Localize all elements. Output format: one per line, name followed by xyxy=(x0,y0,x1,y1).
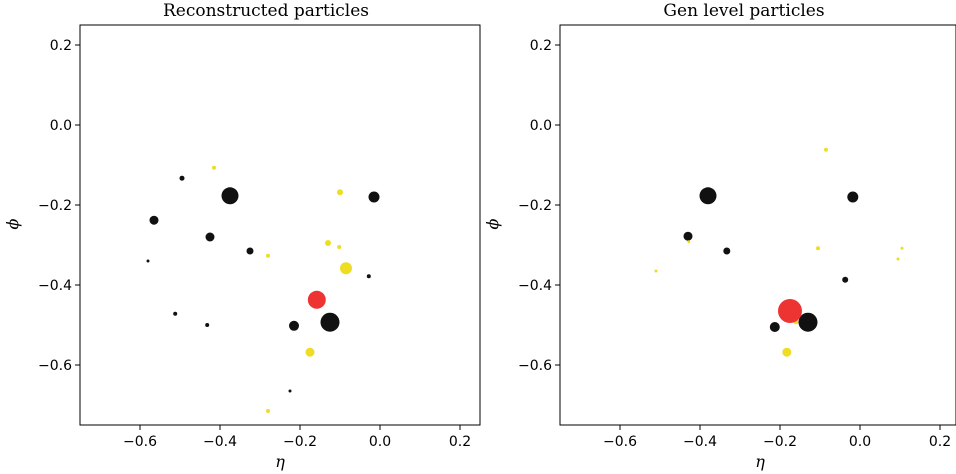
x-tick-label: 0.0 xyxy=(849,434,871,450)
scatter-point xyxy=(337,245,342,249)
scatter-point xyxy=(824,147,828,152)
scatter-point xyxy=(366,274,371,279)
y-tick-label: −0.4 xyxy=(518,278,552,294)
scatter-point xyxy=(179,175,185,181)
scatter-point xyxy=(337,189,343,196)
scatter-point xyxy=(205,323,210,327)
scatter-point xyxy=(847,191,859,203)
scatter-point xyxy=(340,262,352,275)
x-tick-label: −0.6 xyxy=(123,434,157,450)
scatter-point xyxy=(654,269,658,273)
y-tick-label: −0.2 xyxy=(38,198,72,214)
x-tick-label: −0.2 xyxy=(283,434,317,450)
x-tick-label: −0.4 xyxy=(203,434,237,450)
scatter-point xyxy=(778,299,802,323)
y-axis-label: ϕ xyxy=(3,218,22,229)
scatter-point xyxy=(246,247,254,255)
scatter-point xyxy=(896,257,900,261)
scatter-point xyxy=(683,231,693,241)
y-tick-label: 0.0 xyxy=(530,118,552,134)
x-tick-label: 0.2 xyxy=(449,434,471,450)
x-tick-label: −0.4 xyxy=(683,434,717,450)
scatter-point xyxy=(842,276,849,283)
plot-frame xyxy=(79,24,481,426)
y-tick-label: −0.6 xyxy=(518,358,552,374)
chart-title: Reconstructed particles xyxy=(163,1,369,21)
y-tick-label: −0.4 xyxy=(38,278,72,294)
scatter-point xyxy=(221,187,239,205)
panel-reconstructed: Reconstructed particles η ϕ −0.6 −0.4 −0.2… xyxy=(3,1,481,471)
scatter-point xyxy=(307,290,326,309)
scatter-point xyxy=(149,215,159,225)
scatter-point xyxy=(325,240,331,246)
markers xyxy=(146,165,380,413)
x-axis-label: η xyxy=(275,452,285,471)
scatter-point xyxy=(305,347,315,357)
scatter-point xyxy=(320,312,340,332)
chart-title: Gen level particles xyxy=(663,1,824,21)
y-axis-label: ϕ xyxy=(483,218,502,229)
scatter-point xyxy=(816,246,820,251)
y-tick-label: −0.6 xyxy=(38,358,72,374)
scatter-point xyxy=(212,165,216,170)
x-tick-label: −0.6 xyxy=(603,434,637,450)
scatter-point xyxy=(699,187,717,205)
y-tick-label: −0.2 xyxy=(518,198,552,214)
scatter-point xyxy=(687,240,691,244)
scatter-point xyxy=(288,389,292,393)
scatter-point xyxy=(900,246,904,250)
x-axis-label: η xyxy=(755,452,765,471)
plot-frame xyxy=(559,24,956,426)
markers xyxy=(654,147,904,357)
scatter-point xyxy=(769,322,780,332)
x-tick-label: −0.2 xyxy=(763,434,797,450)
y-tick-label: 0.2 xyxy=(50,38,72,54)
scatter-point xyxy=(266,253,270,258)
x-tick-label: 0.0 xyxy=(369,434,391,450)
scatter-point xyxy=(289,320,299,331)
x-tick-label: 0.2 xyxy=(929,434,951,450)
scatter-point xyxy=(173,311,178,316)
scatter-point xyxy=(266,409,270,413)
panel-gen-level: Gen level particles η ϕ −0.6 −0.4 −0.2 0.0 0… xyxy=(483,1,956,471)
y-tick-label: 0.2 xyxy=(530,38,552,54)
y-tick-label: 0.0 xyxy=(50,118,72,134)
scatter-point xyxy=(798,312,818,332)
scatter-point xyxy=(368,191,380,203)
scatter-point xyxy=(146,259,150,263)
scatter-point xyxy=(723,247,731,255)
scatter-point xyxy=(782,347,792,357)
scatter-point xyxy=(205,232,215,242)
